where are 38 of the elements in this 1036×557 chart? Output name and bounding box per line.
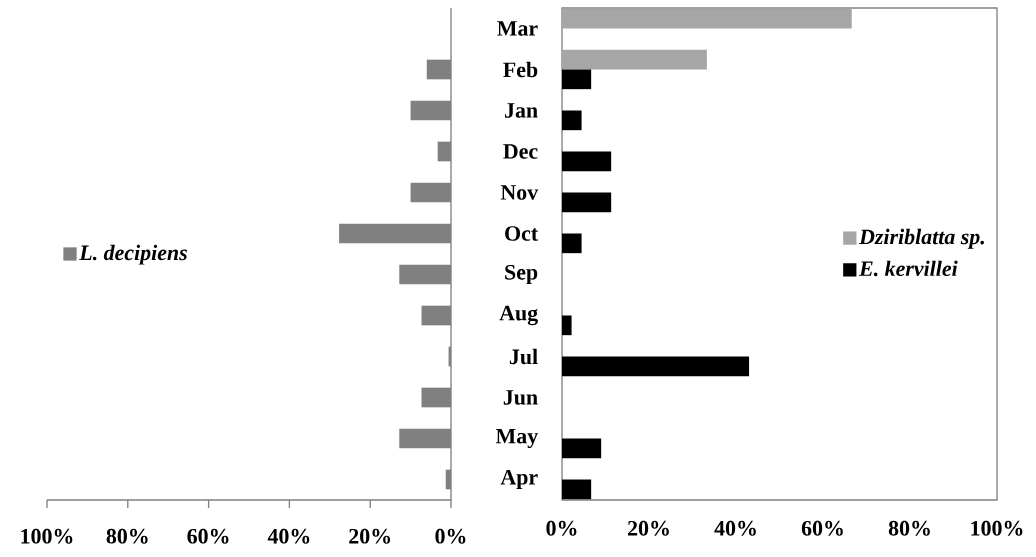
x-tick-label: 0%: [546, 520, 577, 536]
y-tick-label: Sep: [505, 264, 538, 285]
y-tick-label: Dec: [503, 144, 538, 159]
bar: [562, 356, 750, 377]
bar: [562, 315, 572, 336]
y-tick-label: Jan: [505, 103, 538, 118]
x-tick-label: 100%: [971, 520, 1023, 536]
bar: [562, 151, 612, 172]
x-tick-label: 0%: [435, 528, 466, 544]
bar: [562, 69, 592, 90]
y-tick-label: Apr: [500, 469, 538, 490]
y-tick-label: Mar: [497, 21, 538, 36]
bar: [562, 49, 707, 70]
x-tick-label: 80%: [888, 520, 930, 536]
bar: [562, 438, 602, 459]
y-tick-label: Jun: [503, 390, 538, 405]
x-tick-label: 20%: [349, 528, 391, 544]
x-tick-label: 60%: [801, 520, 843, 536]
y-tick-label: May: [495, 428, 538, 449]
legend-label: E. kervillei: [858, 260, 958, 277]
legend-label: L. decipiens: [79, 244, 187, 265]
bar: [562, 8, 852, 29]
y-tick-label: Nov: [500, 185, 539, 200]
y-tick-label: Aug: [499, 305, 538, 326]
x-tick-label: 40%: [267, 528, 310, 544]
y-tick-label: Feb: [503, 61, 538, 78]
bar: [562, 110, 582, 131]
y-tick-label: Oct: [505, 226, 539, 241]
x-tick-label: 80%: [106, 528, 148, 544]
bar: [562, 233, 582, 254]
x-tick-label: 40%: [714, 520, 756, 536]
x-tick-label: 60%: [187, 528, 229, 544]
legend-label: Dziriblatta sp.: [858, 228, 984, 249]
y-tick-label: Jul: [509, 348, 538, 365]
bar: [562, 192, 612, 213]
x-tick-label: 100%: [21, 528, 73, 544]
bar: [562, 479, 592, 500]
x-tick-label: 20%: [628, 520, 669, 536]
